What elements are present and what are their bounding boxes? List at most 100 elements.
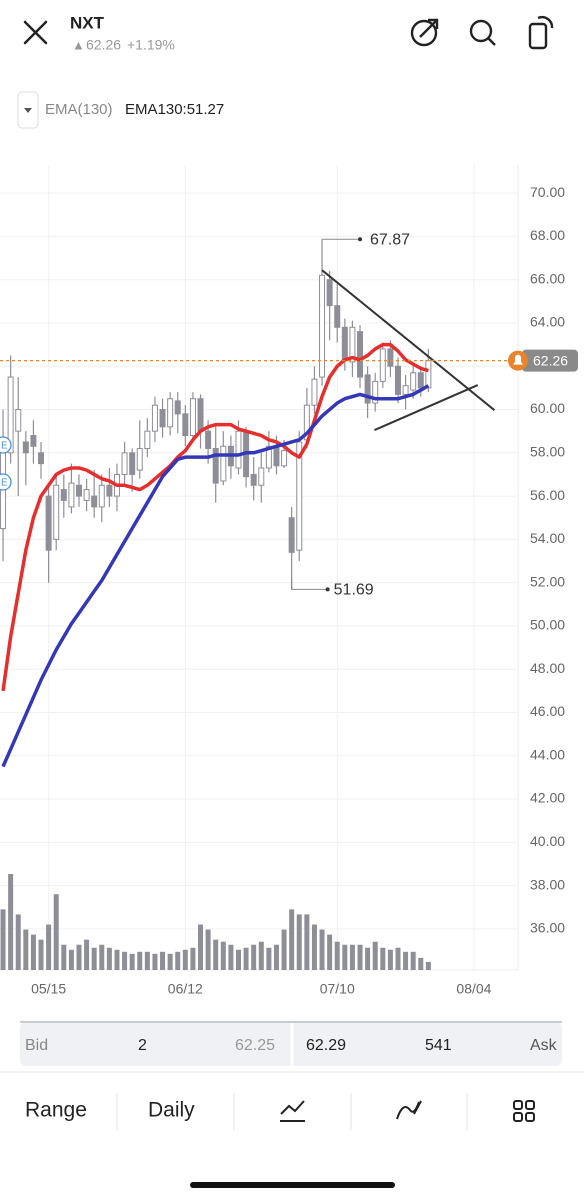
volume-bar	[53, 894, 59, 970]
bid-size: 2	[138, 1037, 147, 1054]
candle-body	[334, 305, 341, 328]
candle-body	[91, 495, 98, 508]
volume-bar	[395, 947, 401, 970]
ema-line	[1, 384, 430, 768]
volume-bar	[403, 951, 409, 970]
candle-body	[311, 378, 318, 406]
x-tick-label: 08/04	[456, 981, 491, 997]
volume-bar	[380, 947, 386, 970]
volume-bar	[296, 914, 302, 970]
indicator-name: EMA(130)	[45, 101, 113, 118]
candle-body	[235, 430, 242, 469]
candle-body	[189, 398, 196, 436]
interval-button[interactable]: Daily	[148, 1099, 195, 1122]
candle-body	[205, 430, 212, 449]
candle-body	[106, 484, 113, 497]
candle-body	[121, 452, 128, 475]
earnings-e: E	[1, 478, 8, 489]
volume-bar	[319, 929, 325, 970]
volume-bar	[8, 874, 14, 970]
grid-icon[interactable]	[513, 1100, 535, 1122]
volume-bar	[281, 929, 287, 970]
toolbar-dividers	[116, 1093, 468, 1130]
volume-bar	[167, 953, 173, 970]
candle-body	[22, 441, 29, 454]
symbol: NXT	[70, 13, 105, 32]
indicator-icon[interactable]	[280, 1100, 305, 1122]
candle-body	[144, 430, 151, 449]
volume-bar	[61, 944, 67, 970]
candle-body	[220, 445, 227, 482]
candle-body	[410, 372, 417, 391]
x-tick-label: 07/10	[320, 981, 355, 997]
bell-glyph	[513, 354, 523, 365]
volume-bar	[410, 951, 416, 970]
y-tick-label: 54.00	[530, 530, 565, 546]
candle-body	[372, 380, 379, 404]
y-tick-label: 44.00	[530, 746, 565, 762]
y-tick-label: 36.00	[530, 920, 565, 936]
candle-body	[425, 360, 432, 389]
volume-bar	[0, 909, 6, 970]
ask-label: Ask	[530, 1037, 558, 1054]
volume-bar	[425, 961, 431, 970]
volume-bar	[46, 924, 52, 970]
volume-bar	[243, 947, 249, 970]
volume-bar	[213, 939, 219, 970]
y-tick-label: 64.00	[530, 314, 565, 330]
volume-bar	[198, 924, 204, 970]
y-tick-label: 58.00	[530, 444, 565, 460]
last-price-label: 62.26	[533, 352, 568, 368]
volume-bar	[266, 947, 272, 970]
volume-bar	[387, 949, 393, 970]
candle-body	[258, 467, 265, 486]
close-button[interactable]	[23, 20, 48, 45]
candle-body	[38, 452, 45, 465]
low-label: 51.69	[334, 582, 374, 599]
volume-bar	[129, 953, 135, 970]
volume-bar	[311, 924, 317, 970]
y-tick-label: 46.00	[530, 703, 565, 719]
y-tick-label: 70.00	[530, 184, 565, 200]
y-tick-label: 50.00	[530, 617, 565, 633]
rotate-icon[interactable]	[528, 16, 554, 50]
range-button[interactable]: Range	[25, 1099, 87, 1122]
volume-bar	[235, 949, 241, 970]
volume-bar	[68, 949, 74, 970]
candle-body	[53, 484, 60, 540]
candle-body	[136, 447, 143, 471]
ask-price: 62.29	[306, 1037, 346, 1054]
leader-dot	[358, 237, 363, 242]
search-icon[interactable]	[469, 19, 496, 46]
candle-body	[212, 447, 219, 484]
candle-body	[45, 495, 52, 551]
volume-bar	[273, 944, 279, 970]
x-tick-label: 05/15	[31, 981, 66, 997]
candle-body	[167, 398, 174, 428]
trendline	[321, 269, 496, 411]
candle-body	[182, 413, 189, 436]
volume-bar	[152, 953, 158, 970]
candle-body	[129, 452, 136, 475]
volume-bar	[15, 914, 21, 970]
candle-body	[387, 348, 394, 367]
volume-bar	[38, 939, 44, 970]
volume-bar	[114, 949, 120, 970]
candle-body	[75, 484, 82, 497]
share-icon[interactable]	[410, 18, 439, 47]
candle-body	[273, 445, 280, 467]
volume-bar	[182, 949, 188, 970]
earnings-markers	[0, 436, 12, 491]
candle-body	[174, 400, 181, 415]
candle-body	[341, 326, 348, 361]
volume-bar	[91, 947, 97, 970]
volume-bar	[160, 951, 166, 970]
indicator-value: EMA130:51.27	[125, 101, 224, 118]
draw-icon[interactable]	[396, 1100, 422, 1120]
candle-body	[250, 473, 257, 486]
volume-bar	[418, 957, 424, 970]
volume-bar	[372, 941, 378, 970]
volume-bar	[30, 934, 36, 970]
